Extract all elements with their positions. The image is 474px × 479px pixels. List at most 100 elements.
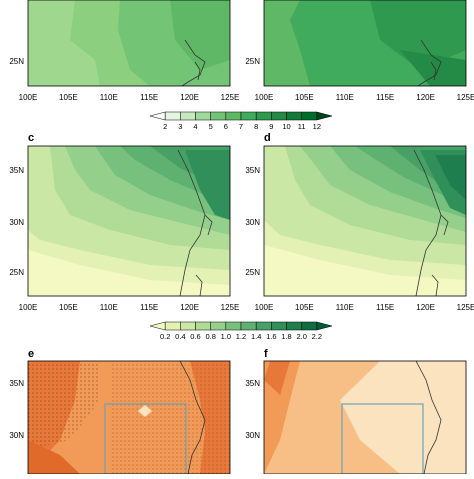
colorbar-swatch [286, 321, 302, 331]
colorbar-tick-label: 12 [313, 122, 321, 131]
panel-d [263, 145, 467, 297]
x-tick: 125E [221, 303, 240, 312]
y-tick: 35N [9, 166, 24, 175]
x-tick: 110E [100, 303, 118, 312]
colorbar-tick-label: 1.4 [251, 332, 261, 341]
x-tick: 110E [336, 93, 354, 102]
colorbar-tick-label: 8 [254, 122, 258, 131]
x-tick: 120E [180, 93, 199, 102]
x-tick: 105E [295, 93, 314, 102]
colorbar-tick-label: 9 [269, 122, 273, 131]
colorbar-tick-label: 10 [282, 122, 290, 131]
x-tick: 115E [140, 93, 158, 102]
region-box [341, 403, 424, 474]
colorbar-tick-label: 1.0 [221, 332, 231, 341]
y-tick: 30N [9, 218, 24, 227]
y-tick: 30N [245, 218, 260, 227]
colorbar-tick-label: 0.4 [175, 332, 185, 341]
panel-b [263, 0, 467, 87]
colorbar-tick-label: 0.8 [205, 332, 215, 341]
panel-c [27, 145, 231, 297]
colorbar-tick-label: 6 [224, 122, 228, 131]
axis-a: 25N 100E 105E 110E 115E 120E 125E [9, 57, 239, 102]
colorbar-swatch [255, 321, 272, 331]
x-tick: 115E [140, 303, 158, 312]
colorbar-swatch [316, 111, 333, 121]
y-tick: 25N [9, 268, 24, 277]
colorbar-swatch [210, 111, 227, 121]
x-tick: 120E [416, 93, 435, 102]
region-box [104, 403, 187, 474]
y-tick: 25N [9, 57, 24, 66]
x-tick: 105E [59, 303, 78, 312]
colorbar-tick-label: 0.6 [190, 332, 200, 341]
colorbar-tick-label: 2.2 [312, 332, 322, 341]
panel-label-f: f [264, 348, 268, 360]
x-tick: 105E [295, 303, 314, 312]
colorbar-tick-label: 3 [178, 122, 182, 131]
colorbar-swatch [149, 111, 166, 121]
y-tick: 25N [245, 57, 260, 66]
y-tick: 35N [245, 379, 260, 388]
colorbar-tick-label: 11 [298, 122, 306, 131]
x-tick: 100E [19, 303, 38, 312]
colorbar-swatch [240, 111, 257, 121]
x-tick: 120E [180, 303, 199, 312]
x-tick: 100E [19, 93, 38, 102]
panel-label-d: d [264, 132, 271, 144]
colorbar-swatch [180, 111, 196, 121]
colorbar-swatch [301, 111, 318, 121]
y-tick: 35N [9, 379, 24, 388]
colorbar-swatch [149, 321, 166, 331]
colorbar-tick-label: 1.6 [266, 332, 276, 341]
panel-label-c: c [28, 132, 34, 144]
colorbar-swatch [271, 321, 287, 331]
colorbar-top: 2 3 4 5 6 7 8 9 10 11 12 [149, 111, 333, 131]
colorbar-swatch [210, 321, 227, 331]
x-tick: 100E [255, 303, 274, 312]
y-tick: 35N [245, 166, 260, 175]
x-tick: 120E [416, 303, 435, 312]
colorbar-swatch [225, 111, 242, 121]
colorbar-swatch [286, 111, 302, 121]
colorbar-tick-label: 5 [209, 122, 213, 131]
axis-e: 35N 30N [9, 379, 24, 440]
colorbar-swatch [240, 321, 257, 331]
colorbar-mid: 0.2 0.4 0.6 0.8 1.0 1.2 1.4 1.6 1.8 2.0 2.2 [149, 321, 333, 341]
colorbar-swatch [301, 321, 318, 331]
x-tick: 115E [376, 303, 394, 312]
colorbar-tick-label: 2 [163, 122, 167, 131]
colorbar-swatch [316, 321, 333, 331]
y-tick: 25N [245, 268, 260, 277]
panel-label-e: e [28, 348, 34, 360]
colorbar-swatch [271, 111, 287, 121]
colorbar-swatch [225, 321, 242, 331]
colorbar-swatch [255, 111, 272, 121]
colorbar-swatch [164, 321, 181, 331]
x-tick: 125E [457, 303, 474, 312]
colorbar-tick-label: 4 [193, 122, 197, 131]
colorbar-tick-label: 1.2 [236, 332, 246, 341]
colorbar-tick-label: 0.2 [160, 332, 170, 341]
panel-a [27, 0, 231, 87]
colorbar-swatch [180, 321, 196, 331]
x-tick: 100E [255, 93, 274, 102]
colorbar-swatch [195, 111, 211, 121]
axis-f: 35N 30N [245, 379, 260, 440]
y-tick: 30N [9, 431, 24, 440]
panel-f [263, 360, 467, 475]
x-tick: 110E [336, 303, 354, 312]
colorbar-swatch [195, 321, 211, 331]
x-tick: 125E [457, 93, 474, 102]
colorbar-swatch [164, 111, 181, 121]
y-tick: 30N [245, 431, 260, 440]
colorbar-tick-label: 7 [239, 122, 243, 131]
panel-e [27, 360, 231, 475]
colorbar-tick-label: 2.0 [296, 332, 306, 341]
axis-c: 35N 30N 25N 100E 105E 110E 115E 120E 125… [9, 166, 239, 312]
x-tick: 125E [221, 93, 240, 102]
axis-b: 25N 100E 105E 110E 115E 120E 125E [245, 57, 474, 102]
x-tick: 110E [100, 93, 118, 102]
colorbar-tick-label: 1.8 [281, 332, 291, 341]
